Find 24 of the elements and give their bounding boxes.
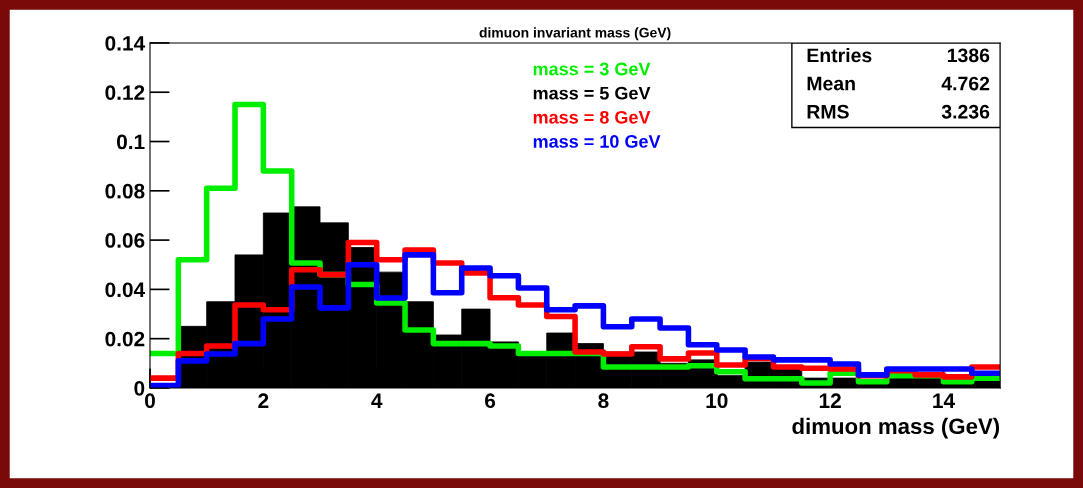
y-tick-label: 0.12 [105,85,145,100]
y-tick-label: 0.06 [105,233,145,248]
y-tick-label: 0.02 [105,331,145,347]
x-tick-label: 4 [371,393,383,408]
y-tick-label: 0.1 [117,134,145,150]
x-tick-label: 10 [706,393,728,409]
x-tick-label: 2 [258,393,269,408]
x-tick-label: 8 [598,393,609,409]
x-tick-label: 12 [819,393,841,408]
text: RMS 3.236 [807,104,990,119]
text: mass = 8 GeV [533,110,651,124]
x-tick-label: 6 [485,393,496,409]
text: mass = 3 GeV [533,62,651,76]
y-tick-label: 0 [134,380,145,396]
x-tick-label: 14 [933,393,955,408]
y-tick-label: 0.04 [105,282,146,298]
y-tick-label: 0.14 [105,35,146,51]
text: mass = 10 GeV [533,135,661,148]
x-axis-title: dimuon mass (GeV) [792,417,1000,439]
chart-title: dimuon invariant mass (GeV) [479,27,671,41]
text: Entries 1386 [807,47,990,63]
text: mass = 5 GeV [533,86,651,100]
y-tick-label: 0.08 [105,183,145,199]
text: Mean 4.762 [807,76,990,91]
